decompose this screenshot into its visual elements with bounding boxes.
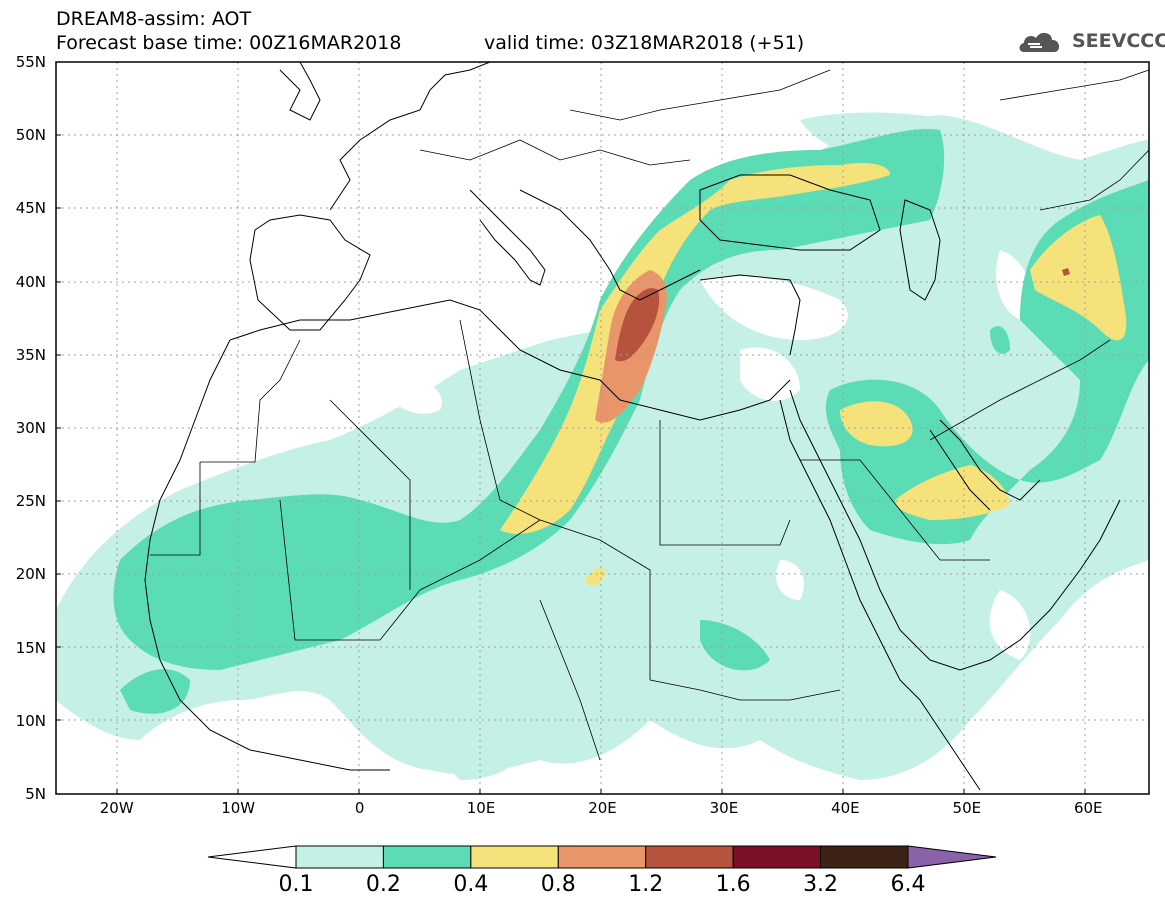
coastlines (144, 62, 1149, 791)
lon-label: 40E (831, 799, 860, 817)
lon-label: 60E (1073, 799, 1103, 817)
colorbar-label: 0.8 (540, 872, 576, 897)
lat-label: 15N (15, 638, 46, 657)
aot-level-1.2 (615, 268, 1070, 362)
lon-label: 50E (952, 799, 982, 817)
lat-label: 20N (15, 565, 46, 584)
lat-label: 40N (15, 272, 46, 291)
lat-label: 35N (15, 345, 46, 364)
lat-label: 45N (15, 199, 46, 218)
colorbar-label: 1.6 (715, 872, 751, 897)
lat-label: 50N (15, 126, 46, 145)
lat-label: 10N (15, 711, 46, 730)
colorbar-label: 6.4 (890, 872, 926, 897)
lon-label: 20E (588, 799, 617, 817)
lon-label: 10E (466, 799, 496, 817)
valid-time: valid time: 03Z18MAR2018 (+51) (484, 32, 805, 54)
logo-text: SEEVCCC (1072, 30, 1165, 52)
lat-label: 25N (15, 492, 46, 511)
colorbar-label: 3.2 (803, 872, 839, 897)
colorbar-label: 0.1 (278, 872, 314, 897)
colorbar-label: 0.2 (365, 872, 401, 897)
lat-label: 5N (25, 785, 46, 803)
cloud-logo-icon (1019, 32, 1060, 52)
forecast-base-time: Forecast base time: 00Z16MAR2018 (56, 32, 402, 54)
map-title: DREAM8-assim: AOT (56, 8, 252, 30)
colorbar-label: 0.4 (453, 872, 489, 897)
lon-label: 20W (99, 799, 134, 817)
colorbar-label: 1.2 (628, 872, 664, 897)
lon-label: 0 (354, 799, 365, 817)
aot-level-0.4 (500, 163, 1127, 586)
lat-label: 55N (15, 53, 46, 71)
lat-label: 30N (15, 419, 46, 437)
lon-label: 30E (709, 799, 739, 817)
lon-label: 10W (221, 799, 256, 817)
graticule (56, 62, 1149, 794)
